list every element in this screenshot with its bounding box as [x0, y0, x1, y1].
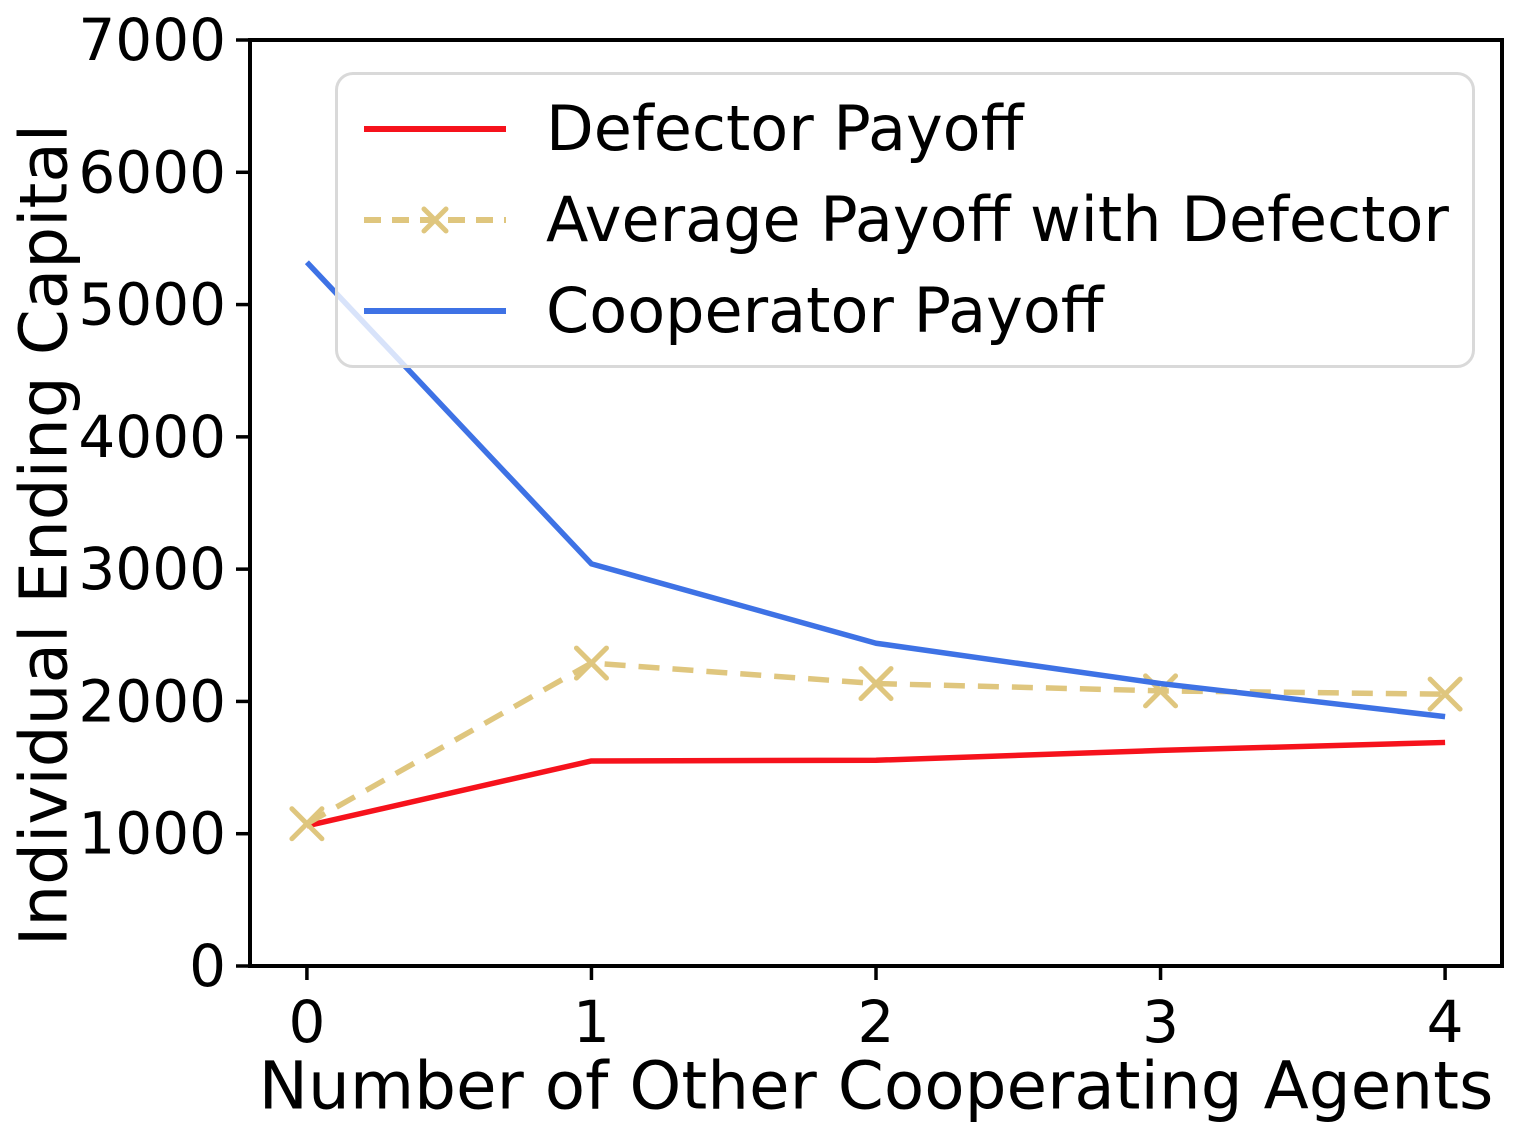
x-tick-label: 3	[1142, 988, 1179, 1056]
x-axis-label: Number of Other Cooperating Agents	[258, 1047, 1494, 1125]
legend: Defector Payoff Average Payoff with Defe…	[335, 72, 1475, 368]
legend-item-cooperator: Cooperator Payoff	[360, 280, 1462, 342]
series-line-average-payoff-with-defector	[305, 660, 1446, 827]
x-tick-label: 2	[858, 988, 895, 1056]
legend-label: Cooperator Payoff	[546, 274, 1104, 348]
y-tick-label: 1000	[78, 800, 226, 868]
y-tick-label: 7000	[78, 6, 226, 74]
plot-border	[248, 38, 1504, 968]
y-axis-label: Individual Ending Capital	[5, 123, 83, 947]
series-markers-x	[289, 645, 1463, 842]
legend-sample-x-marker	[421, 206, 449, 234]
x-tick-label: 1	[573, 988, 610, 1056]
legend-sample-line-solid	[364, 125, 506, 132]
legend-label: Defector Payoff	[546, 91, 1024, 165]
series-line-defector-payoff	[306, 739, 1446, 829]
x-tick-label: 0	[288, 988, 325, 1056]
x-tick-label: 4	[1427, 988, 1464, 1056]
legend-label: Average Payoff with Defector	[546, 182, 1449, 256]
y-tick-label: 4000	[78, 403, 226, 471]
legend-sample-line-dashed-x	[364, 206, 506, 234]
legend-item-average: Average Payoff with Defector	[360, 182, 1462, 256]
legend-item-defector: Defector Payoff	[360, 91, 1462, 165]
y-tick-label: 3000	[78, 535, 226, 603]
y-tick-label: 5000	[78, 271, 226, 339]
series-line-cooperator-payoff	[304, 260, 1446, 720]
y-tick-label: 6000	[78, 138, 226, 206]
y-tick-label: 2000	[78, 667, 226, 735]
y-tick-label: 0	[189, 932, 226, 1000]
legend-sample-line-solid	[364, 308, 506, 315]
